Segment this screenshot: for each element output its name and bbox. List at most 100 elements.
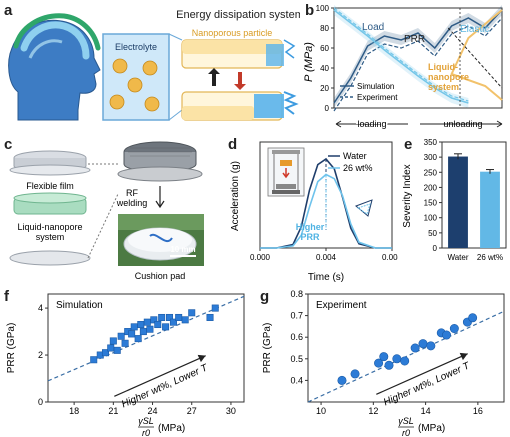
g-fit-line — [307, 310, 505, 403]
g-point-7 — [410, 343, 420, 353]
chart-f-ylabel: PRR (GPa) — [6, 323, 17, 374]
g-ytick-label-0: 0.4 — [290, 375, 303, 385]
liquid-label-2: system — [36, 232, 65, 242]
g-point-11 — [442, 330, 452, 340]
liquid-label-2: nanopore — [428, 72, 469, 82]
unloading-label: unloading — [443, 119, 482, 129]
arrow-down-icon — [234, 72, 246, 90]
series-band-1 — [334, 5, 469, 108]
prr-label: PRR — [404, 34, 425, 45]
higher-label-2: PRR — [300, 232, 320, 242]
arrow-text-g: Higher wt%, Lower T — [382, 360, 472, 408]
f-point-12 — [137, 321, 145, 329]
f-point-11 — [134, 335, 142, 343]
liquid-nanopore-icon — [13, 192, 87, 215]
series-line-liquid — [450, 9, 503, 101]
prr-line — [447, 27, 503, 89]
svg-text:(MPa): (MPa) — [418, 423, 445, 434]
f-point-9 — [128, 330, 136, 338]
f-point-5 — [113, 346, 121, 354]
legend-exp-text: Experiment — [357, 93, 398, 102]
e-bar-1 — [480, 171, 500, 248]
cushion-label: Cushion pad — [135, 271, 186, 281]
f-point-10 — [130, 323, 138, 331]
e-ytick-label-7: 350 — [424, 138, 438, 147]
arrow-up-icon — [208, 68, 220, 86]
legend-sim-text: Simulation — [357, 82, 394, 91]
inset-label-f: Simulation — [56, 300, 103, 311]
electrolyte-box: Electrolyte — [102, 33, 170, 121]
chart-g-frame — [307, 293, 505, 403]
electrolyte-label: Electrolyte — [115, 42, 157, 52]
g-ytick-label-2: 0.6 — [290, 332, 303, 342]
panel-g-chart: PRR (GPa) 10 12 14 16 0.4 0.5 0.6 0.7 0.8 Experi… — [262, 289, 505, 437]
d-xtick-label-0: 0.000 — [250, 253, 271, 262]
svg-text:(MPa): (MPa) — [158, 423, 185, 434]
d-xtick-label-1: 0.004 — [316, 253, 337, 262]
xlabel-g: γSL r0 (MPa) — [398, 416, 445, 437]
f-xtick-label-2: 24 — [148, 406, 158, 416]
panel-b-chart: P (MPa) 0 20 40 60 80 100 Load Elastic PRR Li… — [303, 4, 503, 129]
panel-label-c: c — [4, 136, 13, 153]
inset-label-g: Experiment — [316, 300, 367, 311]
assembled-pad-icon — [117, 141, 203, 182]
svg-text:r0: r0 — [402, 428, 410, 437]
f-point-21 — [169, 318, 177, 326]
chart-b-ylabel: P (MPa) — [303, 42, 315, 82]
panel-c-illustration: Flexible film Liquid-nanopore system RF … — [9, 141, 204, 281]
legend-26-text: 26 wt% — [343, 163, 373, 173]
f-point-6 — [117, 332, 125, 340]
panel-label-d: d — [228, 136, 238, 153]
rf-label-1: RF — [126, 188, 138, 198]
chart-e-ylabel: Severity Index — [402, 164, 413, 227]
loading-bg: loading — [357, 114, 386, 124]
f-point-13 — [139, 328, 147, 336]
head-profile-icon — [8, 13, 101, 121]
panel-label-e: e — [404, 136, 413, 153]
nanoporous-particle-diagram: Nanoporous particle — [181, 28, 299, 121]
g-point-4 — [384, 360, 394, 370]
g-point-3 — [379, 352, 389, 362]
xlabel-f: γSL r0 (MPa) — [138, 416, 185, 437]
f-ytick-label-1: 2 — [38, 350, 43, 360]
f-xtick-label-4: 30 — [226, 406, 236, 416]
panel-a-illustration: Electrolyte Energy dissipation system Na… — [8, 9, 300, 121]
f-xtick-label-3: 27 — [187, 406, 197, 416]
e-ytick-label-3: 150 — [424, 199, 438, 208]
arrow-text-f: Higher wt%, Lower T — [120, 362, 210, 410]
f-point-3 — [107, 344, 115, 352]
b-ytick-label-0: 0 — [325, 104, 330, 113]
f-xtick-label-0: 18 — [69, 406, 79, 416]
svg-text:r0: r0 — [142, 428, 150, 437]
liquid-label-3: system — [428, 82, 459, 92]
f-point-18 — [158, 313, 166, 321]
g-xtick-label-2: 14 — [421, 406, 431, 416]
higher-label-1: Higher — [296, 222, 325, 232]
down-arrow-icon — [155, 186, 165, 209]
f-point-7 — [121, 339, 129, 347]
e-category-label-0: Water — [447, 253, 468, 262]
e-ytick-label-2: 100 — [424, 214, 438, 223]
f-point-22 — [175, 313, 183, 321]
chart-g-ylabel: PRR (GPa) — [262, 323, 273, 374]
f-point-0 — [90, 356, 98, 364]
film-label: Flexible film — [26, 181, 74, 191]
svg-text:γSL: γSL — [138, 416, 154, 426]
f-point-14 — [143, 318, 151, 326]
loading-label: loading — [357, 119, 386, 129]
f-point-23 — [181, 316, 189, 324]
e-category-label-1: 26 wt% — [477, 253, 503, 262]
series-exp-line-elastic — [333, 7, 469, 102]
trend-arrow-g — [376, 353, 468, 395]
cushion-pad-photo — [118, 214, 204, 266]
g-point-1 — [350, 369, 360, 379]
panel-label-b: b — [305, 2, 315, 19]
unloading-arrow — [420, 120, 503, 128]
chart-d-xlabel: Time (s) — [308, 272, 344, 283]
g-point-2 — [374, 358, 384, 368]
f-point-2 — [101, 349, 109, 357]
g-point-6 — [400, 356, 410, 366]
b-ytick-label-3: 60 — [320, 44, 329, 53]
f-point-4 — [109, 337, 117, 345]
e-ytick-label-0: 0 — [433, 244, 438, 253]
